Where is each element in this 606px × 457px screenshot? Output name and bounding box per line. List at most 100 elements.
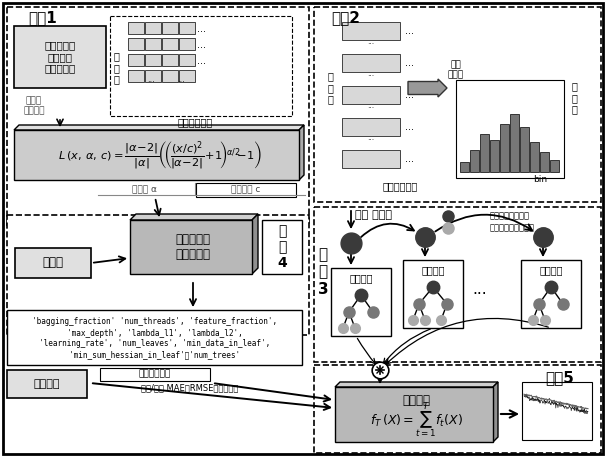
Bar	[342, 54, 400, 72]
Text: 步骤2: 步骤2	[331, 11, 360, 26]
Polygon shape	[130, 214, 258, 220]
Bar	[14, 26, 106, 88]
Text: 基学习器: 基学习器	[421, 265, 445, 275]
Text: ...: ...	[367, 37, 375, 46]
Bar	[7, 310, 302, 365]
Bar	[342, 118, 400, 136]
Bar	[128, 38, 144, 50]
Bar	[314, 207, 601, 362]
Bar	[470, 150, 479, 172]
Text: ...: ...	[405, 90, 414, 100]
Bar	[540, 152, 549, 172]
Bar	[7, 7, 309, 225]
Bar	[15, 248, 91, 278]
Bar	[179, 54, 195, 66]
Bar	[179, 22, 195, 34]
Polygon shape	[335, 387, 493, 442]
Text: 'bagging_fraction' 'num_threads', 'feature_fraction',: 'bagging_fraction' 'num_threads', 'featu…	[33, 318, 278, 326]
Bar	[162, 38, 178, 50]
Text: ...: ...	[405, 26, 414, 36]
Text: 'learning_rate', 'num_leaves', 'min_data_in_leaf',: 'learning_rate', 'num_leaves', 'min_data…	[39, 340, 271, 349]
Text: 构建
直方图: 构建 直方图	[448, 60, 464, 80]
Text: 超参数 α: 超参数 α	[133, 186, 158, 195]
Text: 最优模型参数: 最优模型参数	[139, 370, 171, 378]
Bar	[500, 124, 509, 172]
Bar	[110, 16, 292, 116]
Text: 特
征
值: 特 征 值	[327, 71, 333, 105]
Bar	[490, 140, 499, 172]
Bar	[530, 142, 539, 172]
Bar	[196, 183, 296, 197]
Text: 下一次不分裂的节点: 下一次不分裂的节点	[490, 223, 535, 233]
Text: ...: ...	[367, 69, 375, 78]
Text: 'max_depth', 'lambda_l1', 'lambda_l2',: 'max_depth', 'lambda_l1', 'lambda_l2',	[67, 329, 243, 338]
Text: 特
征
值: 特 征 值	[113, 51, 119, 85]
Text: 基学习器: 基学习器	[349, 273, 373, 283]
Bar	[162, 54, 178, 66]
Bar	[456, 80, 564, 178]
Bar	[7, 370, 87, 398]
Bar	[162, 70, 178, 82]
Bar	[314, 365, 601, 453]
Text: ...: ...	[197, 24, 206, 34]
Text: ...: ...	[405, 122, 414, 132]
FancyArrow shape	[408, 79, 447, 97]
Bar	[331, 268, 391, 336]
Text: 步
骤
3: 步 骤 3	[318, 247, 328, 297]
Bar	[521, 260, 581, 328]
Bar	[342, 86, 400, 104]
Text: ...: ...	[405, 154, 414, 164]
Text: 特
征
值: 特 征 值	[571, 81, 577, 115]
Bar	[480, 134, 489, 172]
Text: 测试集: 测试集	[42, 256, 64, 270]
Bar	[162, 22, 178, 34]
Text: 强学习器: 强学习器	[402, 393, 430, 406]
Bar	[145, 38, 161, 50]
Bar	[128, 54, 144, 66]
Text: $f_T\,(X)=\sum_{t=1}^{T}f_t(X)$: $f_T\,(X)=\sum_{t=1}^{T}f_t(X)$	[370, 400, 462, 440]
Text: ...: ...	[367, 133, 375, 142]
Text: 步骤5: 步骤5	[545, 371, 574, 386]
Text: 'min_sum_hessian_in_leaf'，'num_trees': 'min_sum_hessian_in_leaf'，'num_trees'	[70, 351, 241, 360]
Polygon shape	[14, 125, 304, 130]
Bar	[7, 215, 309, 335]
Text: 协调参数 c: 协调参数 c	[231, 186, 261, 195]
Text: 评价函数: 评价函数	[34, 379, 60, 389]
Bar	[314, 7, 601, 202]
Bar	[262, 220, 302, 274]
Bar	[179, 38, 195, 50]
Text: 步骤1: 步骤1	[28, 11, 57, 26]
Bar	[342, 150, 400, 168]
Bar	[100, 368, 210, 381]
Text: $L\,(x,\,\alpha,\,c)=\dfrac{|\alpha\!-\!2|}{|\alpha|}\!\left(\!\left(\!\dfrac{(x: $L\,(x,\,\alpha,\,c)=\dfrac{|\alpha\!-\!…	[58, 139, 262, 170]
Bar	[403, 260, 463, 328]
Polygon shape	[335, 382, 498, 387]
Polygon shape	[252, 214, 258, 274]
Text: bin: bin	[533, 175, 547, 185]
Polygon shape	[130, 220, 252, 274]
Bar	[145, 22, 161, 34]
Bar	[550, 160, 559, 172]
Text: 最佳 分裂点: 最佳 分裂点	[355, 210, 392, 220]
Text: 离散化数据集: 离散化数据集	[382, 181, 418, 191]
Text: 自适应
损失函数: 自适应 损失函数	[23, 96, 45, 116]
Bar	[522, 382, 592, 440]
Text: 全局/局部 MAE、RMSE、迭代次数: 全局/局部 MAE、RMSE、迭代次数	[141, 383, 239, 393]
Text: ...: ...	[367, 101, 375, 110]
Bar	[128, 22, 144, 34]
Text: 元学习超参
数自动调优: 元学习超参 数自动调优	[176, 233, 210, 261]
Bar	[520, 127, 529, 172]
Text: ...: ...	[473, 282, 487, 298]
Text: ...: ...	[197, 40, 206, 50]
Bar	[460, 162, 469, 172]
Polygon shape	[299, 125, 304, 180]
Text: ...: ...	[197, 56, 206, 66]
Text: 锂离子电池
实验数据
训练集输入: 锂离子电池 实验数据 训练集输入	[44, 40, 76, 74]
Text: ...: ...	[177, 75, 185, 84]
Text: ...: ...	[147, 75, 155, 84]
Bar	[128, 70, 144, 82]
Text: 浮点型数据集: 浮点型数据集	[178, 117, 213, 127]
Text: 基学习器: 基学习器	[539, 265, 563, 275]
Text: ...: ...	[405, 58, 414, 68]
Text: 下一次分裂的节点: 下一次分裂的节点	[490, 212, 530, 220]
